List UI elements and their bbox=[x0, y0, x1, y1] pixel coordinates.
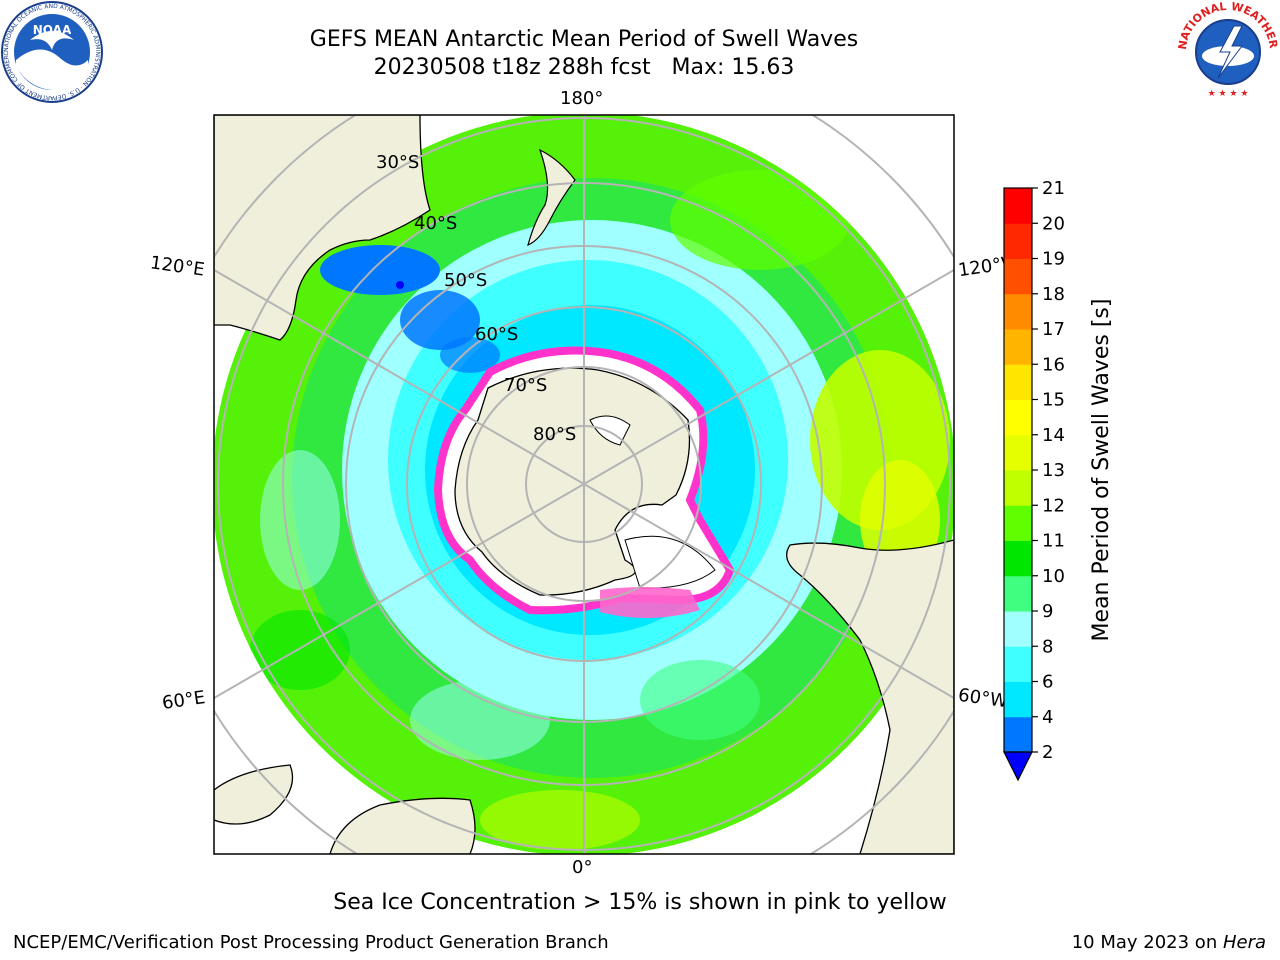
colorbar-swatch bbox=[1004, 575, 1032, 612]
meridian-label-180: 180° bbox=[560, 88, 604, 109]
africa bbox=[329, 797, 476, 854]
colorbar-tick-label: 17 bbox=[1042, 319, 1065, 340]
colorbar-swatch bbox=[1004, 470, 1032, 506]
colorbar-tick-label: 13 bbox=[1042, 460, 1065, 481]
colorbar-swatch bbox=[1004, 364, 1032, 400]
colorbar: 2 4 6 8 9 10 11 12 13 14 15 16 17 18 19 20 21 Mean Perio… bbox=[1003, 180, 1114, 782]
colorbar-ticks: 2 4 6 8 9 10 11 12 13 14 15 16 17 18 19 20 21 bbox=[1032, 180, 1065, 763]
colorbar-swatch bbox=[1004, 434, 1032, 471]
colorbar-swatch bbox=[1004, 329, 1032, 365]
madagascar bbox=[214, 764, 294, 825]
colorbar-swatch bbox=[1004, 540, 1032, 577]
latitude-label-70s: 70°S bbox=[504, 375, 548, 396]
latitude-label-60s: 60°S bbox=[475, 324, 519, 345]
colorbar-swatch bbox=[1004, 293, 1032, 330]
colorbar-swatches bbox=[1004, 188, 1032, 753]
footer-left: NCEP/EMC/Verification Post Processing Pr… bbox=[13, 932, 609, 953]
footer-right: 10 May 2023 on Hera bbox=[1072, 932, 1266, 953]
map-frame bbox=[213, 114, 955, 855]
colorbar-tick-label: 12 bbox=[1042, 495, 1065, 516]
colorbar-tick-label: 8 bbox=[1042, 636, 1053, 657]
colorbar-tick-label: 15 bbox=[1042, 390, 1065, 411]
colorbar-swatch bbox=[1004, 611, 1032, 647]
chart-subtitle: 20230508 t18z 288h fcst Max: 15.63 bbox=[373, 55, 795, 80]
footer-machine: Hera bbox=[1222, 932, 1266, 953]
graticule bbox=[214, 115, 954, 854]
noaa-logo: NOAA NATIONAL OCEANIC AND ATMOSPHERIC AD… bbox=[0, 0, 103, 103]
latitude-label-40s: 40°S bbox=[414, 213, 458, 234]
latitude-label-30s: 30°S bbox=[376, 152, 420, 173]
colorbar-swatch bbox=[1004, 505, 1032, 541]
colorbar-swatch bbox=[1004, 223, 1032, 259]
colorbar-tick-label: 16 bbox=[1042, 354, 1065, 375]
colorbar-tick-label: 9 bbox=[1042, 601, 1053, 622]
latitude-label-50s: 50°S bbox=[444, 270, 488, 291]
colorbar-tick-label: 10 bbox=[1042, 566, 1065, 587]
noaa-logo-text: NOAA bbox=[33, 23, 72, 37]
colorbar-swatch bbox=[1004, 681, 1032, 718]
colorbar-label: Mean Period of Swell Waves [s] bbox=[1089, 299, 1114, 642]
colorbar-swatch bbox=[1004, 188, 1032, 224]
colorbar-swatch bbox=[1004, 258, 1032, 295]
colorbar-swatch bbox=[1004, 716, 1032, 753]
chart-title: GEFS MEAN Antarctic Mean Period of Swell… bbox=[309, 27, 859, 52]
colorbar-tick-label: 6 bbox=[1042, 672, 1053, 693]
sea-ice-caption: Sea Ice Concentration > 15% is shown in … bbox=[333, 890, 947, 915]
colorbar-extend-arrow bbox=[1003, 751, 1033, 782]
colorbar-tick-label: 11 bbox=[1042, 531, 1065, 552]
colorbar-tick-label: 2 bbox=[1042, 742, 1053, 763]
footer-date: 10 May 2023 on bbox=[1071, 932, 1223, 953]
colorbar-tick-label: 20 bbox=[1042, 213, 1065, 234]
meridian-label-0: 0° bbox=[572, 857, 593, 878]
latitude-label-80s: 80°S bbox=[533, 424, 577, 445]
colorbar-tick-label: 19 bbox=[1042, 249, 1065, 270]
south-america bbox=[786, 539, 954, 854]
colorbar-tick-label: 18 bbox=[1042, 284, 1065, 305]
svg-text:★ ★ ★ ★: ★ ★ ★ ★ bbox=[1208, 89, 1249, 99]
nws-logo: NATIONAL WEATHER SERVICE ★ ★ ★ ★ bbox=[1176, 0, 1280, 102]
colorbar-tick-label: 21 bbox=[1042, 180, 1065, 199]
colorbar-swatch bbox=[1004, 399, 1032, 436]
colorbar-tick-label: 4 bbox=[1042, 707, 1053, 728]
colorbar-swatch bbox=[1004, 646, 1032, 682]
colorbar-tick-label: 14 bbox=[1042, 425, 1065, 446]
new-zealand bbox=[527, 148, 576, 247]
